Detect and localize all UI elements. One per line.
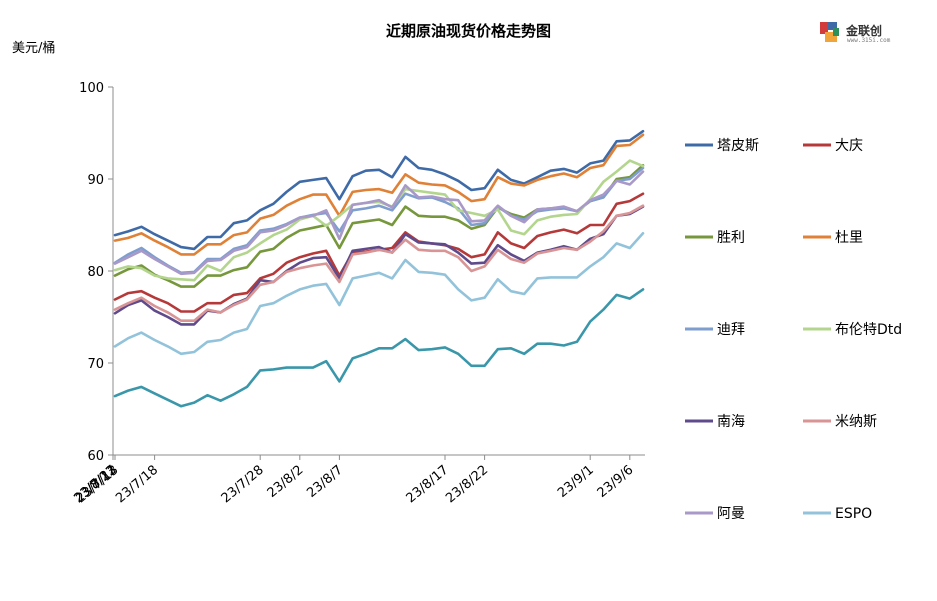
logo-text: 金联创 — [846, 24, 883, 38]
series-line-6 — [113, 205, 645, 326]
legend-label: 迪拜 — [717, 322, 745, 338]
y-tick-label: 90 — [87, 173, 104, 188]
series-line-10 — [113, 288, 645, 408]
series-line-5 — [113, 159, 645, 282]
y-tick-label: 80 — [87, 265, 104, 280]
x-tick-label: 23/8/22 — [443, 463, 491, 507]
y-tick-label: 60 — [87, 449, 104, 464]
legend-label: 塔皮斯 — [717, 138, 759, 154]
legend-label: 胜利 — [717, 230, 745, 246]
legend-label: 布伦特Dtd — [835, 322, 902, 338]
brand-logo: 金联创 www.315i.com — [820, 18, 900, 48]
x-tick-label: 23/7/28 — [219, 463, 267, 507]
series-line-2 — [113, 163, 645, 288]
series-line-0 — [113, 129, 645, 251]
x-tick-label: 23/8/17 — [404, 463, 452, 507]
x-tick-label: 23/8/7 — [304, 463, 346, 501]
series-line-7 — [113, 204, 645, 323]
x-tick-label: 23/7/18 — [113, 463, 161, 507]
x-tick-label: 23/9/6 — [595, 463, 637, 501]
series-line-9 — [113, 232, 645, 356]
series-line-1 — [113, 192, 645, 313]
series-line-3 — [113, 133, 645, 256]
legend-label: 杜里 — [835, 230, 863, 246]
legend-label: 大庆 — [835, 138, 863, 154]
y-tick-label: 100 — [79, 81, 104, 96]
legend-label: 米纳斯 — [835, 414, 877, 430]
legend-label: 南海 — [717, 414, 745, 430]
legend-label: 阿曼 — [717, 506, 745, 522]
chart-title: 近期原油现货价格走势图 — [385, 22, 551, 40]
x-tick-label: 23/8/2 — [265, 463, 307, 501]
series-line-8 — [113, 170, 645, 276]
x-tick-label: 23/8/27 — [72, 463, 120, 507]
x-tick-label: 23/9/1 — [555, 463, 597, 501]
y-axis-unit-label: 美元/桶 — [12, 41, 56, 56]
logo-subtext: www.315i.com — [847, 37, 891, 44]
y-tick-label: 70 — [87, 357, 104, 372]
logo-icon — [820, 22, 839, 42]
legend-label: ESPO — [835, 506, 872, 522]
